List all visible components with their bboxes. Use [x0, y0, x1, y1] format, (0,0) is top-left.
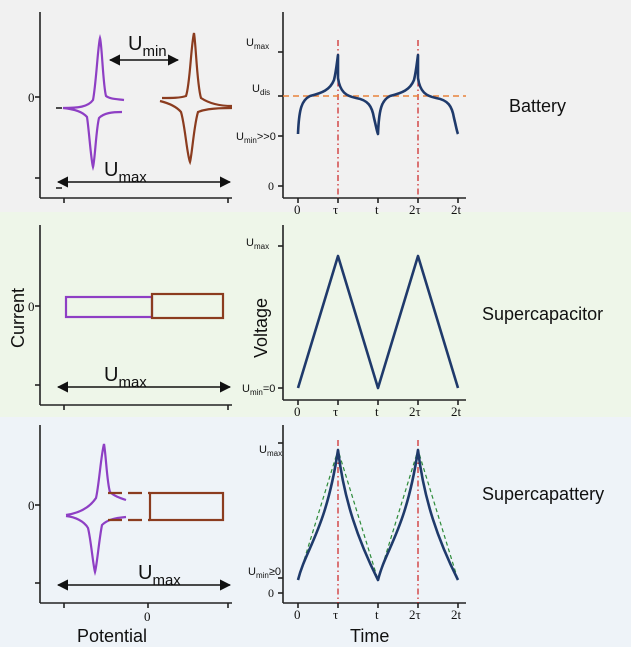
- supercapattery-cv-panel: 0 0 Umax Potential: [28, 425, 232, 646]
- time-tick: t: [375, 607, 379, 622]
- capattery-anode-rectangle: [148, 491, 225, 522]
- time-tick: τ: [333, 202, 338, 217]
- capattery-umax-tick: Umax: [259, 444, 282, 458]
- cap-anode-rectangle: [150, 292, 225, 320]
- time-tick: 0: [294, 607, 301, 622]
- battery-cv-panel: 0 Umin Umax: [28, 12, 233, 203]
- cap-umin-tick: Umin=0: [242, 383, 275, 397]
- battery-cv-zero-label: 0: [28, 90, 35, 105]
- capattery-cv-zero-label: 0: [28, 498, 35, 513]
- capattery-zero-tick: 0: [268, 586, 274, 600]
- potential-axis-title: Potential: [77, 626, 147, 646]
- supercapacitor-cv-panel: 0 Current Umax: [8, 225, 232, 410]
- time-axis-title: Time: [350, 626, 389, 646]
- battery-udis-tick: Udis: [252, 83, 270, 97]
- cap-cv-zero-label: 0: [28, 299, 35, 314]
- battery-voltage-curve: [296, 53, 460, 136]
- battery-umax-tick: Umax: [246, 37, 269, 51]
- battery-voltage-panel: Umax Udis Umin>>0 0 0 τ t 2τ 2t: [236, 12, 466, 217]
- battery-cathode-cv-curve: [62, 33, 125, 172]
- capattery-cathode-cv-curve: [65, 443, 127, 577]
- battery-anode-cv-curve: [159, 32, 233, 166]
- time-tick: 2τ: [409, 404, 421, 419]
- time-tick: 2t: [451, 202, 462, 217]
- voltage-axis-title: Voltage: [251, 298, 271, 358]
- battery-umin-label: Umin: [128, 33, 167, 60]
- cap-triangular-voltage-curve: [296, 254, 460, 390]
- battery-umax-label: Umax: [104, 159, 147, 186]
- supercapattery-label: Supercapattery: [482, 484, 604, 504]
- battery-time-ticks: 0 τ t 2τ 2t: [294, 202, 462, 217]
- time-tick: 0: [294, 404, 301, 419]
- supercapacitor-label: Supercapacitor: [482, 304, 603, 324]
- current-axis-title: Current: [8, 288, 28, 348]
- battery-label: Battery: [509, 96, 566, 116]
- time-tick: 2τ: [409, 202, 421, 217]
- time-tick: 2t: [451, 404, 462, 419]
- cap-time-ticks: 0 τ t 2τ 2t: [294, 404, 462, 419]
- capattery-umin-tick: Umin≥0: [248, 566, 281, 580]
- capattery-voltage-curve: [296, 448, 460, 582]
- cap-umax-tick: Umax: [246, 237, 269, 251]
- time-tick: τ: [333, 607, 338, 622]
- battery-zero-tick: 0: [268, 179, 274, 193]
- capattery-umax-label: Umax: [138, 562, 181, 589]
- time-tick: 2τ: [409, 607, 421, 622]
- supercapacitor-voltage-panel: Voltage Umax Umin=0 0 τ t 2τ 2t: [242, 225, 466, 419]
- potential-zero-label: 0: [144, 609, 151, 624]
- time-tick: 0: [294, 202, 301, 217]
- battery-umin-tick: Umin>>0: [236, 131, 276, 145]
- cap-umax-label: Umax: [104, 364, 147, 391]
- time-tick: t: [375, 202, 379, 217]
- time-tick: t: [375, 404, 379, 419]
- time-tick: τ: [333, 404, 338, 419]
- time-tick: 2t: [451, 607, 462, 622]
- capattery-time-ticks: 0 τ t 2τ 2t: [294, 607, 462, 622]
- supercapattery-voltage-panel: Umax Umin≥0 0 0 τ t 2τ 2t Time: [248, 425, 466, 646]
